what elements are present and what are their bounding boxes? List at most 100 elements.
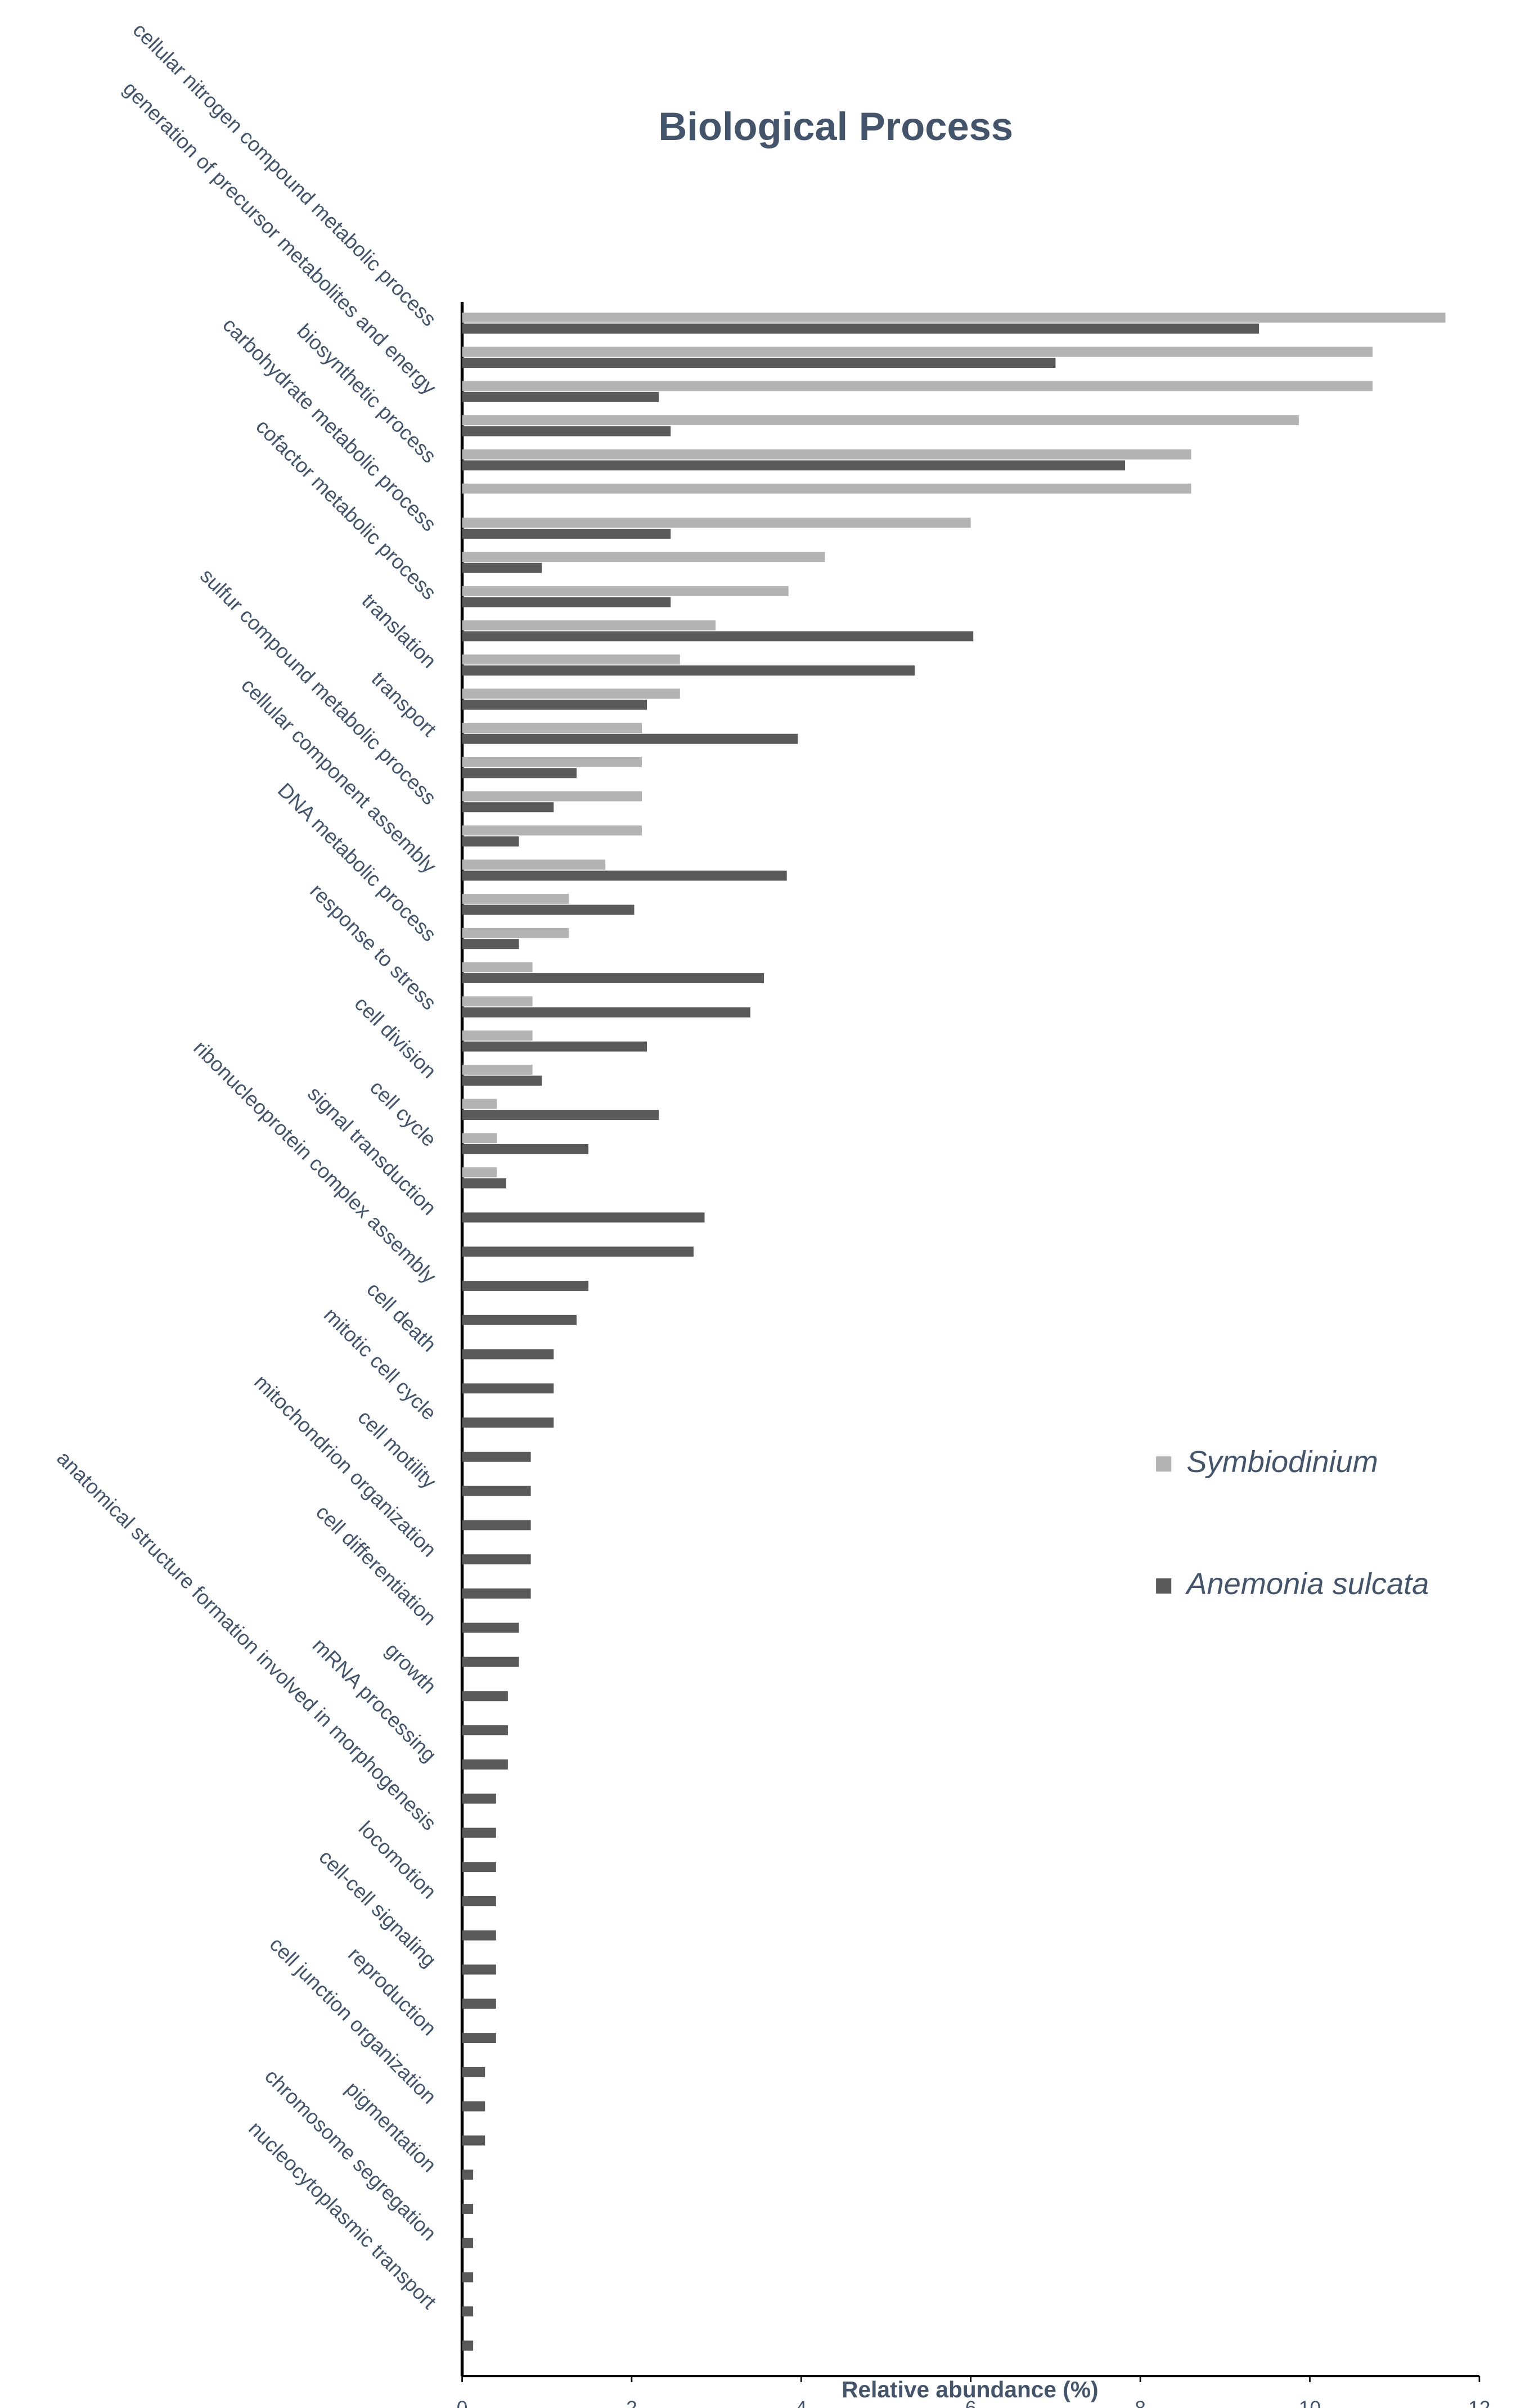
legend-label: Symbiodinium — [1186, 1445, 1378, 1479]
bar — [462, 1133, 497, 1144]
bar — [462, 1281, 589, 1291]
bar — [462, 1520, 531, 1531]
y-tick-label: response to stress — [305, 879, 440, 1014]
bar — [462, 1486, 531, 1496]
bar — [462, 1178, 506, 1189]
legend-label: Anemonia sulcata — [1185, 1567, 1429, 1601]
bar — [462, 1554, 531, 1565]
bar — [462, 346, 1373, 357]
x-tick-label: 6 — [965, 2397, 977, 2408]
bar — [462, 768, 577, 778]
x-tick-label: 2 — [626, 2397, 637, 2408]
bar — [462, 2067, 485, 2077]
bar — [462, 904, 635, 915]
bar — [462, 733, 798, 744]
y-tick-label: signal transduction — [303, 1082, 441, 1219]
bar — [462, 1110, 659, 1120]
bar — [462, 1588, 531, 1599]
bar — [462, 562, 542, 573]
bar — [462, 552, 825, 562]
bar — [462, 893, 569, 904]
bar — [462, 1417, 554, 1428]
bar — [462, 1315, 577, 1325]
bar — [462, 415, 1299, 426]
bar — [462, 939, 519, 949]
bar — [462, 825, 642, 836]
x-tick-label: 4 — [796, 2397, 807, 2408]
bar — [462, 2204, 474, 2214]
bar — [462, 1657, 519, 1667]
legend-swatch — [1156, 1456, 1172, 1472]
bar — [462, 426, 671, 436]
bar — [462, 1862, 496, 1873]
bar — [462, 1383, 554, 1394]
bar — [462, 962, 533, 973]
y-tick-label: growth — [381, 1638, 441, 1698]
y-tick-label: translation — [357, 589, 440, 672]
bar — [462, 1246, 694, 1257]
bar — [462, 699, 647, 710]
bar — [462, 1759, 508, 1770]
bar — [462, 586, 789, 596]
bar — [462, 620, 716, 631]
bar — [462, 1725, 508, 1736]
bar — [462, 1691, 508, 1702]
bar — [462, 2306, 474, 2317]
bar — [462, 358, 1056, 368]
bar — [462, 312, 1446, 323]
bar — [462, 2033, 496, 2044]
bar — [462, 688, 680, 699]
bar — [462, 2170, 474, 2180]
bar — [462, 1828, 496, 1838]
y-tick-label: cell-cell signaling — [314, 1845, 441, 1972]
bar — [462, 1622, 519, 1633]
bar — [462, 391, 659, 402]
bar — [462, 973, 764, 983]
x-tick-label: 10 — [1299, 2397, 1321, 2408]
bar — [462, 996, 533, 1007]
y-tick-label: sulfur compound metabolic process — [196, 564, 441, 809]
bar — [462, 528, 671, 539]
bar — [462, 1099, 497, 1109]
bar — [462, 1030, 533, 1041]
bar — [462, 2272, 474, 2283]
bar — [462, 1064, 533, 1075]
bar — [462, 665, 915, 676]
y-tick-label: cellular nitrogen compound metabolic pro… — [128, 18, 440, 330]
bar — [462, 1212, 705, 1223]
bar — [462, 631, 974, 642]
x-tick-label: 12 — [1468, 2397, 1490, 2408]
bar — [462, 517, 971, 528]
bar — [462, 1793, 496, 1804]
x-tick-label: 0 — [457, 2397, 468, 2408]
bar — [462, 654, 680, 665]
bar — [462, 1144, 589, 1154]
bar — [462, 1964, 496, 1975]
x-tick-label: 8 — [1135, 2397, 1146, 2408]
bar — [462, 460, 1125, 471]
bar — [462, 1451, 531, 1462]
y-tick-label: generation of precursor metabolites and … — [119, 77, 441, 399]
chart-title: Biological Process — [658, 104, 1013, 148]
bar — [462, 2135, 485, 2146]
y-tick-label: ribonucleoprotein complex assembly — [189, 1036, 441, 1288]
bar — [462, 1896, 496, 1906]
bar — [462, 483, 1191, 494]
bar — [462, 2341, 474, 2351]
legend-swatch — [1156, 1578, 1172, 1594]
bar — [462, 859, 606, 870]
bar — [462, 1999, 496, 2009]
y-tick-label: mRNA processing — [308, 1633, 441, 1766]
bar — [462, 381, 1373, 391]
bar — [462, 1075, 542, 1086]
bar — [462, 449, 1191, 460]
bar — [462, 802, 554, 813]
bar — [462, 928, 569, 938]
bar — [462, 2101, 485, 2112]
bar — [462, 1930, 496, 1941]
bar — [462, 836, 519, 847]
bar — [462, 2238, 474, 2248]
bar — [462, 597, 671, 607]
bar — [462, 1349, 554, 1360]
